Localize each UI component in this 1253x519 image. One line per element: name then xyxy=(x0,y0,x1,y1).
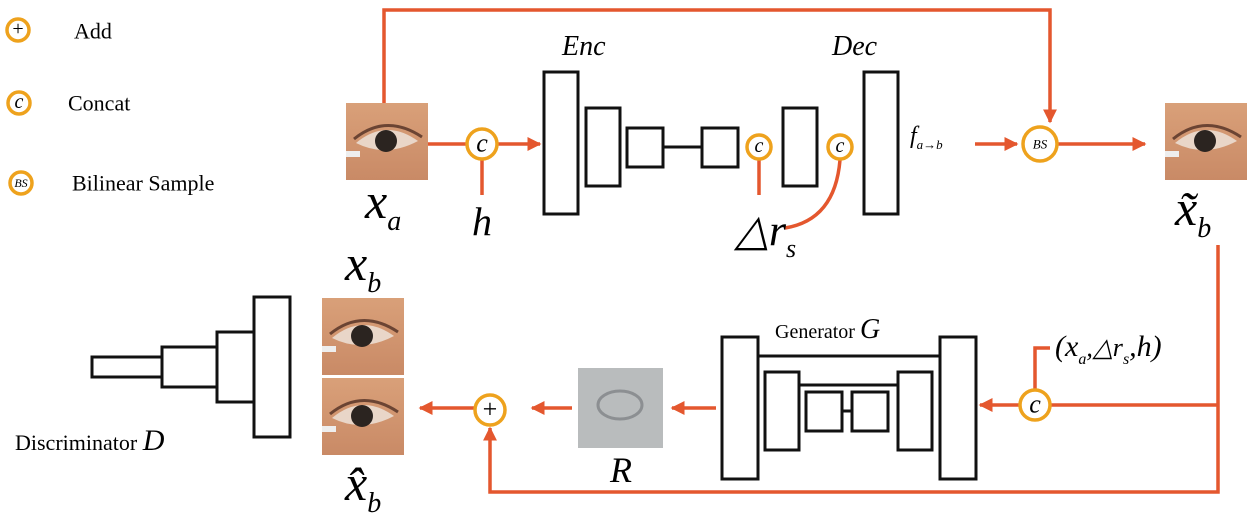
condition-label: (xa,△rs,h) xyxy=(1055,330,1162,368)
discriminator-label: Discriminator D xyxy=(15,424,165,457)
sub: a xyxy=(387,206,401,237)
bs-op: BS xyxy=(1033,137,1048,152)
concat-op: c xyxy=(476,129,488,158)
concat-op: c xyxy=(836,135,845,157)
sub: a xyxy=(1078,351,1086,368)
sub: s xyxy=(786,234,796,263)
legend-symbol: c xyxy=(15,91,24,113)
input-label: xa xyxy=(364,173,401,237)
residual-label: R xyxy=(609,450,632,490)
legend: + Add c Concat BS Bilinear Sample xyxy=(5,17,214,196)
generator-label: Generator G xyxy=(775,314,880,345)
sub: s xyxy=(1123,351,1129,368)
sub: b xyxy=(367,488,381,519)
legend-label: Bilinear Sample xyxy=(72,171,214,196)
base: x̃ xyxy=(1174,180,1198,236)
concat-op: c xyxy=(1029,390,1041,419)
text: Generator xyxy=(775,321,855,343)
target-label: xb xyxy=(344,235,381,299)
part: (x xyxy=(1055,330,1079,363)
base: x xyxy=(364,173,387,229)
legend-symbol: + xyxy=(12,18,23,40)
var: D xyxy=(142,424,165,457)
base: x xyxy=(344,235,367,291)
concat-op: c xyxy=(755,135,764,157)
base: x̂ xyxy=(344,455,367,511)
legend-symbol: BS xyxy=(14,176,27,190)
delta-label: △rs xyxy=(733,206,796,263)
warped-label: x̃b xyxy=(1174,180,1211,244)
part: ,h) xyxy=(1129,330,1162,363)
h-label: h xyxy=(472,199,492,244)
legend-label: Concat xyxy=(68,91,130,116)
dec-label: Dec xyxy=(831,31,878,62)
sub: b xyxy=(1197,213,1211,244)
base: f xyxy=(910,123,920,149)
add-op: + xyxy=(483,395,498,424)
sub: a→b xyxy=(917,137,944,152)
enc-label: Enc xyxy=(561,31,606,62)
flow-label: fa→b xyxy=(910,123,943,152)
part: ,△r xyxy=(1086,333,1123,362)
base: △r xyxy=(733,206,787,255)
var: G xyxy=(860,314,880,345)
refined-label: x̂b xyxy=(344,455,381,519)
legend-label: Add xyxy=(74,19,112,44)
text: Discriminator xyxy=(15,430,138,455)
sub: b xyxy=(367,268,381,299)
